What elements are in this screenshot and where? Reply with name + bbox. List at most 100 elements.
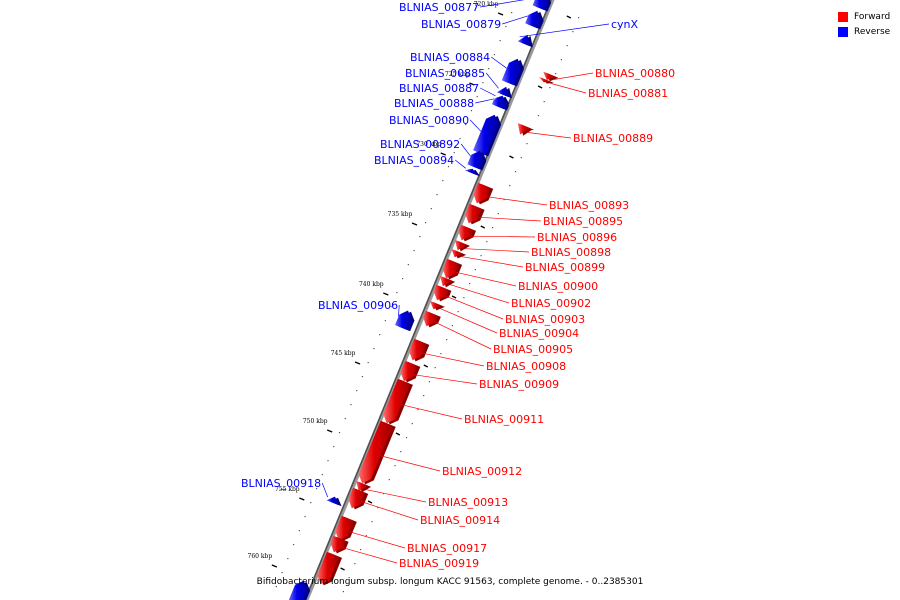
gene-leader <box>478 216 542 222</box>
tick-mark <box>537 85 543 89</box>
gene-arrow <box>454 239 467 251</box>
tick-label: 760 kbp <box>248 553 273 560</box>
tick-mark <box>480 225 486 229</box>
gene-label: BLNIAS_00879 <box>421 18 501 31</box>
gene-arrow <box>451 248 464 258</box>
gene-label: BLNIAS_00906 <box>318 299 398 312</box>
minor-tick <box>499 40 501 42</box>
gene-leader <box>398 304 400 317</box>
minor-tick <box>348 577 350 579</box>
gene-label: BLNIAS_00884 <box>410 51 490 64</box>
gene-arrow <box>326 496 339 506</box>
gene-leader <box>454 159 466 169</box>
tick-mark <box>411 222 418 226</box>
gene-label: BLNIAS_00890 <box>389 114 469 127</box>
gene-leader <box>461 256 524 268</box>
gene-arrow <box>517 123 530 135</box>
minor-tick <box>413 250 415 252</box>
gene-leader <box>349 531 406 549</box>
gene-leader <box>475 98 495 104</box>
gene-arrow <box>543 71 556 80</box>
gene-leader <box>455 271 517 287</box>
reverse-swatch <box>838 26 848 37</box>
gene-arrow <box>429 300 442 310</box>
gene-arrow <box>423 310 438 327</box>
gene-arrow <box>335 515 354 541</box>
gene-arrow <box>532 0 549 11</box>
minor-tick <box>342 591 344 593</box>
backbone-shadow <box>305 0 555 600</box>
gene-label: BLNIAS_00899 <box>525 261 605 274</box>
tick-label: 725 kbp <box>445 71 470 78</box>
tick-label: 745 kbp <box>331 350 356 357</box>
gene-arrow <box>501 58 521 86</box>
minor-tick <box>430 208 432 210</box>
minor-tick <box>360 549 362 551</box>
gene-arrow <box>538 76 551 83</box>
minor-tick <box>440 353 442 355</box>
tick-label: 720 kbp <box>474 1 499 8</box>
minor-tick <box>543 101 545 103</box>
minor-tick <box>537 115 540 117</box>
minor-tick <box>373 348 375 350</box>
minor-tick <box>356 390 358 392</box>
minor-tick <box>446 339 448 341</box>
gene-label: BLNIAS_00914 <box>420 514 500 527</box>
minor-tick <box>480 255 482 257</box>
gene-label: BLNIAS_00885 <box>405 67 485 80</box>
minor-tick <box>396 292 398 294</box>
minor-tick <box>526 143 528 145</box>
gene-arrow <box>317 551 339 585</box>
minor-tick <box>532 129 534 131</box>
gene-arrow <box>433 284 449 301</box>
gene-leader <box>434 321 492 350</box>
minor-tick <box>470 110 473 112</box>
minor-tick <box>419 236 421 238</box>
minor-tick <box>304 516 306 518</box>
minor-tick <box>511 12 513 14</box>
gene-leader <box>550 82 587 94</box>
gene-label: BLNIAS_00903 <box>505 313 585 326</box>
gene-leader <box>465 248 530 253</box>
gene-arrow <box>288 580 308 600</box>
tick-mark <box>354 361 361 365</box>
minor-tick <box>377 507 379 509</box>
tick-label: 730 kbp <box>416 141 441 148</box>
minor-tick <box>321 474 323 476</box>
minor-tick <box>469 283 471 285</box>
gene-label: BLNIAS_00881 <box>588 87 668 100</box>
minor-tick <box>482 82 484 84</box>
gene-leader <box>401 404 463 420</box>
minor-tick <box>549 87 551 89</box>
gene-leader <box>480 87 496 97</box>
gene-label: BLNIAS_00887 <box>399 82 479 95</box>
minor-tick <box>560 59 563 61</box>
gene-label: BLNIAS_00911 <box>464 413 544 426</box>
tick-mark <box>383 292 389 296</box>
minor-tick <box>405 437 408 439</box>
gene-leader <box>502 15 529 25</box>
gene-label: BLNIAS_00888 <box>394 97 474 110</box>
gene-leader <box>527 132 572 139</box>
minor-tick <box>354 563 356 565</box>
gene-leader <box>422 352 485 367</box>
gene-label: BLNIAS_00892 <box>380 138 460 151</box>
gene-arrow <box>330 535 346 553</box>
minor-tick <box>476 96 478 98</box>
minor-tick <box>465 124 467 126</box>
gene-leader <box>553 72 594 80</box>
tick-mark <box>566 15 572 19</box>
gene-leader <box>445 295 504 320</box>
minor-tick <box>447 166 450 168</box>
gene-arrow <box>348 487 366 509</box>
minor-tick <box>344 418 346 420</box>
gene-label: BLNIAS_00913 <box>428 496 508 509</box>
gene-arrow <box>383 378 410 424</box>
gene-arrow <box>464 168 477 176</box>
gene-label: BLNIAS_00880 <box>595 67 675 80</box>
minor-tick <box>491 227 494 229</box>
tick-mark <box>367 500 373 504</box>
minor-tick <box>474 269 476 271</box>
forward-swatch <box>838 11 848 22</box>
